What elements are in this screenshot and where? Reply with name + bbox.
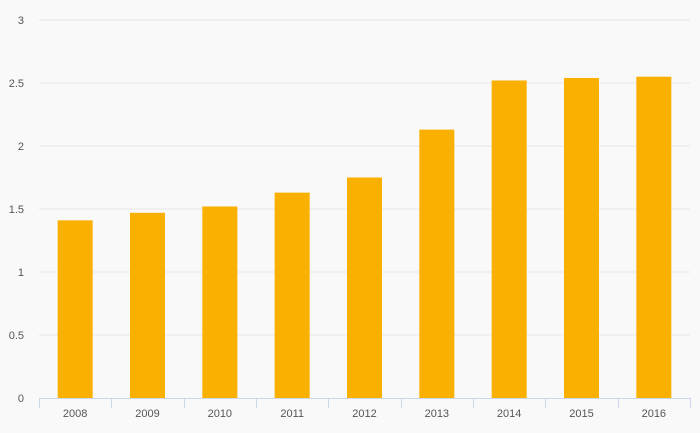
x-tick-label: 2008 [63, 408, 87, 420]
x-tick-label: 2010 [208, 408, 232, 420]
bar-2013[interactable] [419, 129, 455, 398]
bar-2014[interactable] [491, 80, 527, 398]
bars [57, 76, 672, 399]
bar-2010[interactable] [202, 206, 238, 398]
x-tick-label: 2016 [642, 408, 666, 420]
y-tick-label: 2 [18, 141, 24, 153]
bar-2015[interactable] [564, 77, 599, 399]
x-tick-label: 2012 [352, 408, 376, 420]
y-tick-label: 2.5 [9, 78, 24, 90]
bar-2016[interactable] [636, 76, 672, 398]
y-tick-label: 1 [18, 267, 24, 279]
y-axis: 0 0.5 1 1.5 2 2.5 3 [9, 15, 24, 405]
bar-2012[interactable] [347, 177, 382, 399]
bar-2011[interactable] [274, 192, 310, 398]
bar-2008[interactable] [57, 220, 93, 398]
x-tick-label: 2011 [280, 408, 304, 420]
x-tick-label: 2013 [425, 408, 449, 420]
y-tick-label: 0 [18, 393, 24, 405]
y-tick-label: 1.5 [9, 204, 24, 216]
x-axis: 2008 2009 2010 2011 2012 2013 2014 2015 2016 [39, 398, 691, 420]
y-tick-label: 0.5 [9, 330, 24, 342]
bar-2009[interactable] [130, 212, 165, 398]
x-tick-label: 2009 [135, 408, 159, 420]
y-tick-label: 3 [18, 15, 24, 27]
x-tick-label: 2014 [497, 408, 521, 420]
x-tick-label: 2015 [569, 408, 593, 420]
